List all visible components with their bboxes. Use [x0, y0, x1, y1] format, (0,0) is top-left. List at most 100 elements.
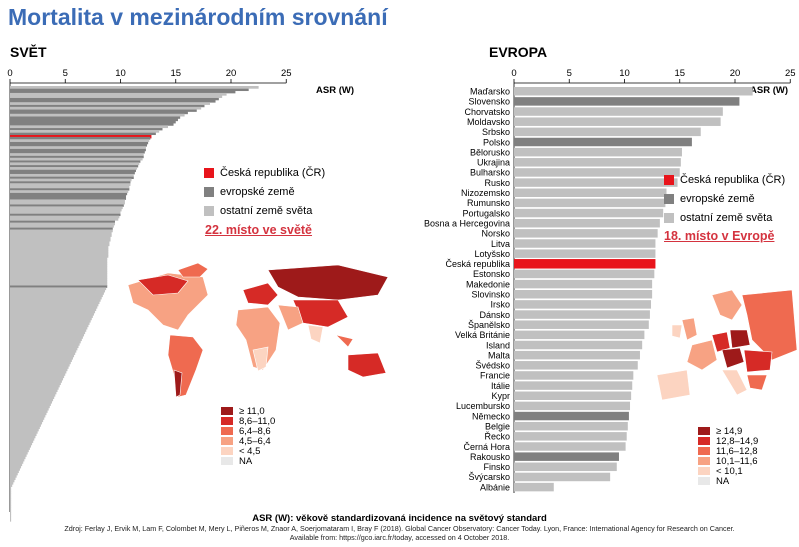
bar [10, 231, 112, 235]
legend-item-europe: evropské země [664, 189, 785, 208]
bar [10, 361, 71, 365]
bar [514, 137, 692, 147]
category-label: Řecko [484, 432, 510, 442]
map-legend-swatch [698, 427, 710, 435]
bar [10, 479, 15, 483]
bar [10, 366, 69, 369]
bar [10, 417, 45, 420]
category-label: Rakousko [470, 452, 510, 462]
bar [514, 452, 619, 461]
category-label: Kypr [491, 391, 510, 401]
bar [10, 329, 87, 332]
world-legend: Česká republika (ČR) evropské země ostat… [204, 163, 325, 220]
map-legend-swatch [221, 427, 233, 435]
category-label: Německo [472, 411, 510, 421]
bar [10, 349, 77, 353]
bar [10, 488, 12, 492]
legend-item-other: ostatní země světa [204, 201, 325, 220]
tick-label: 5 [63, 68, 68, 79]
source-citation: Zdroj: Ferlay J, Ervik M, Lam F, Colombe… [64, 524, 735, 533]
bar [10, 250, 109, 254]
source-availability: Available from: https://gco.iarc.fr/toda… [289, 533, 510, 542]
bar [10, 211, 121, 214]
bar [514, 229, 658, 238]
map-legend-item: 8,6–11,0 [221, 416, 275, 427]
map-legend-swatch [221, 407, 233, 415]
map-legend-label: < 4,5 [239, 445, 261, 457]
bar [10, 146, 146, 149]
map-legend-item: 12,8–14,9 [698, 436, 758, 447]
bar [10, 197, 127, 200]
bar [10, 308, 97, 311]
bar [10, 167, 138, 170]
map-legend-swatch [698, 457, 710, 465]
tick-label: 25 [785, 68, 796, 79]
bar [10, 157, 143, 161]
map-legend-item: 11,6–12,8 [698, 446, 758, 457]
bar [10, 278, 108, 281]
legend-item-czech: Česká republika (ČR) [664, 170, 785, 189]
legend-item-other: ostatní země světa [664, 208, 785, 227]
category-label: Maďarsko [470, 87, 510, 97]
bar [514, 391, 632, 400]
footer: ASR (W): věkově standardizovaná incidenc… [0, 513, 799, 542]
bar [10, 375, 65, 379]
bar [10, 252, 109, 256]
bar [514, 462, 617, 472]
bar [10, 86, 259, 89]
bar [10, 440, 34, 443]
bar [514, 87, 753, 96]
map-legend-swatch [698, 477, 710, 485]
bar [10, 495, 12, 499]
bar [10, 139, 150, 142]
bar [514, 290, 653, 299]
bar [514, 249, 656, 258]
bar [10, 104, 205, 108]
legend-swatch [204, 186, 214, 197]
legend-label: Česká republika (ČR) [680, 173, 786, 186]
bar [514, 269, 655, 279]
bar [10, 322, 90, 325]
category-label: Bosna a Hercegovina [424, 218, 510, 228]
bar [514, 340, 643, 350]
bar [10, 310, 96, 314]
tick-label: 15 [674, 68, 685, 79]
legend-swatch [664, 193, 674, 204]
category-label: Španělsko [468, 320, 510, 330]
bar [10, 384, 60, 388]
bar [514, 320, 649, 329]
legend-item-europe: evropské země [204, 182, 325, 201]
bar [10, 373, 66, 376]
bar [10, 354, 75, 358]
bar [10, 435, 36, 439]
bar [10, 442, 33, 446]
bar [10, 125, 169, 129]
map-legend-label: 4,5–6,4 [239, 435, 271, 447]
bar [10, 187, 130, 191]
bar [10, 414, 46, 418]
bar [10, 95, 223, 98]
bar [10, 204, 124, 207]
category-label: Srbsko [482, 127, 510, 137]
europe-legend: Česká republika (ČR) evropské země ostat… [664, 170, 785, 227]
bar [10, 500, 12, 504]
bar [10, 331, 86, 335]
bar [10, 109, 197, 112]
bar [10, 132, 156, 136]
bar [514, 279, 653, 289]
category-label: Lucembursko [456, 401, 510, 411]
bar [10, 396, 55, 399]
bar [10, 512, 12, 515]
bar [514, 117, 721, 126]
bar [10, 319, 91, 323]
europe-bar-chart: 0 5 10 15 20 25 ASR (W) MaďarskoSlovenskoChorva… [424, 68, 796, 493]
legend-swatch [664, 212, 674, 223]
tick-label: 10 [115, 68, 126, 79]
bar [10, 224, 114, 228]
bar [10, 472, 18, 476]
category-label: Česká republika [445, 259, 510, 269]
bar [10, 516, 12, 520]
bar [10, 292, 104, 295]
bar [10, 299, 101, 302]
category-label: Černá Hora [463, 442, 510, 452]
